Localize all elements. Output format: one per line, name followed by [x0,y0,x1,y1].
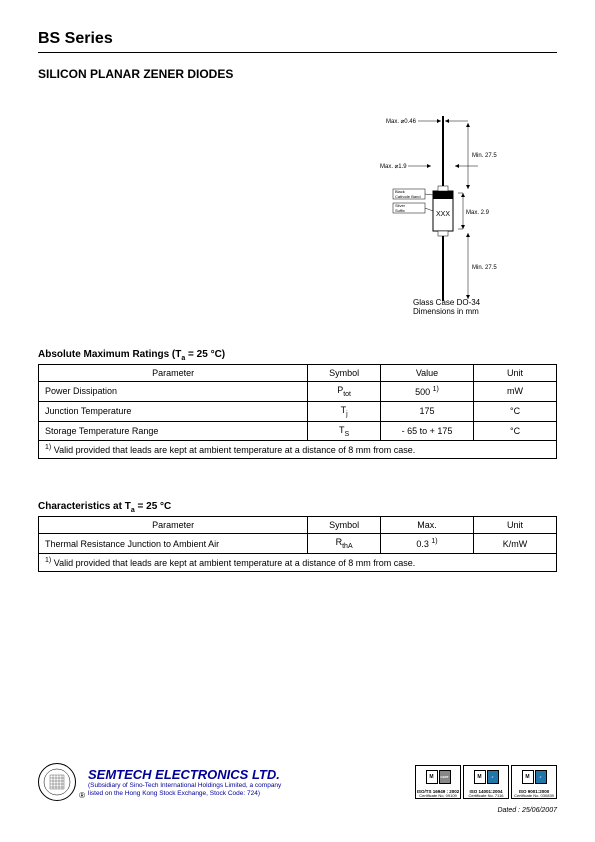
company-name: SEMTECH ELECTRONICS LTD. [88,767,409,782]
ratings-table: Parameter Symbol Value Unit Power Dissip… [38,364,557,459]
table-footnote-row: 1) Valid provided that leads are kept at… [39,441,557,459]
char-header-param: Parameter [39,517,308,534]
registered-mark-icon: ® [79,791,85,800]
ukas-icon: ✓ [535,770,547,784]
header-rule [38,52,557,53]
ratings-header-param: Parameter [39,365,308,382]
table-row: Junction Temperature Tj 175 °C [39,401,557,421]
characteristics-table: Parameter Symbol Max. Unit Thermal Resis… [38,516,557,572]
cert-icon: CERT [439,770,451,784]
dim-lead-diameter: Max. ⌀0.46 [386,119,417,125]
ratings-header-symbol: Symbol [308,365,381,382]
moody-icon: M [474,770,486,784]
table-footnote-row: 1) Valid provided that leads are kept at… [39,554,557,572]
char-header-max: Max. [380,517,473,534]
cert-badge: M ✓ ISO 9001:2000 Certificate No. 030839 [511,765,557,799]
company-sub2: listed on the Hong Kong Stock Exchange, … [88,790,409,797]
body-marking: XXX [436,211,450,218]
table-row: Storage Temperature Range TS - 65 to + 1… [39,421,557,441]
svg-text:Cathode Band: Cathode Band [395,194,421,199]
char-header-unit: Unit [474,517,557,534]
page-footer: ® SEMTECH ELECTRONICS LTD. (Subsidiary o… [38,763,557,814]
svg-text:Suffix: Suffix [395,208,405,213]
ratings-title: Absolute Maximum Ratings (Ta = 25 °C) [38,349,557,362]
moody-icon: M [426,770,438,784]
dim-lead-bottom: Min. 27.5 [472,265,497,271]
cert-badge: M CERT ISO/TS 16949 : 2002 Certificate N… [415,765,461,799]
company-sub1: (Subsidiary of Sino-Tech International H… [88,782,409,789]
diagram-caption: Glass Case DO-34 Dimensions in mm [413,298,480,317]
characteristics-title: Characteristics at Ta = 25 °C [38,501,557,514]
company-text-block: SEMTECH ELECTRONICS LTD. (Subsidiary of … [82,767,409,796]
moody-icon: M [522,770,534,784]
ukas-icon: ✓ [487,770,499,784]
table-row: Thermal Resistance Junction to Ambient A… [39,534,557,554]
table-row: Power Dissipation Ptot 500 1) mW [39,382,557,402]
dim-body-length: Max. 2.9 [466,210,490,216]
certification-block: M CERT ISO/TS 16949 : 2002 Certificate N… [415,765,557,799]
ratings-header-unit: Unit [474,365,557,382]
ratings-header-value: Value [380,365,473,382]
date-line: Dated : 25/06/2007 [38,807,557,814]
package-diagram: XXX Max. ⌀0.46 Min. 27.5 Max. ⌀1.9 Black… [358,111,528,321]
cert-badge: M ✓ ISO 14001:2004 Certificate No. 7116 [463,765,509,799]
product-subtitle: SILICON PLANAR ZENER DIODES [38,67,557,81]
dim-bulge-diameter: Max. ⌀1.9 [380,164,407,170]
series-title: BS Series [38,30,557,48]
char-header-symbol: Symbol [308,517,381,534]
dim-lead-top: Min. 27.5 [472,153,497,159]
company-logo-icon: ® [38,763,76,801]
